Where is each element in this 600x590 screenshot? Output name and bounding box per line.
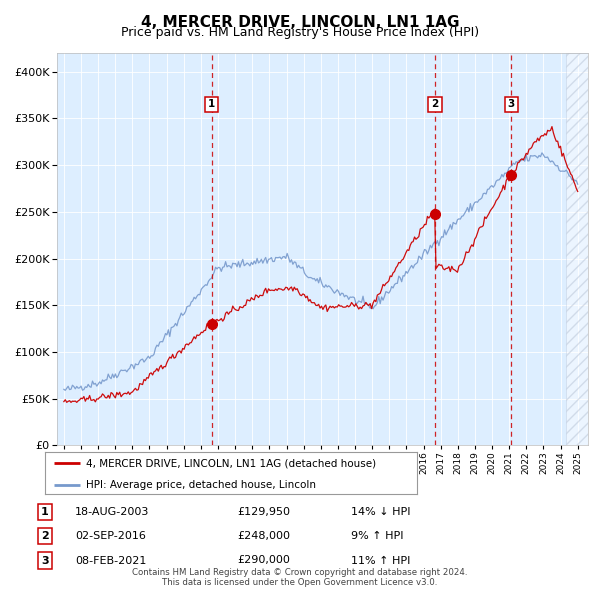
Text: 08-FEB-2021: 08-FEB-2021: [75, 556, 146, 565]
Text: £290,000: £290,000: [237, 556, 290, 565]
Text: HPI: Average price, detached house, Lincoln: HPI: Average price, detached house, Linc…: [86, 480, 316, 490]
Text: 9% ↑ HPI: 9% ↑ HPI: [351, 532, 404, 541]
Text: 14% ↓ HPI: 14% ↓ HPI: [351, 507, 410, 517]
Text: 3: 3: [508, 100, 515, 110]
Text: £248,000: £248,000: [237, 532, 290, 541]
Text: £129,950: £129,950: [237, 507, 290, 517]
Text: 4, MERCER DRIVE, LINCOLN, LN1 1AG: 4, MERCER DRIVE, LINCOLN, LN1 1AG: [141, 15, 459, 30]
Text: 2: 2: [431, 100, 439, 110]
Text: 02-SEP-2016: 02-SEP-2016: [75, 532, 146, 541]
Text: 1: 1: [208, 100, 215, 110]
Text: 18-AUG-2003: 18-AUG-2003: [75, 507, 149, 517]
Text: 4, MERCER DRIVE, LINCOLN, LN1 1AG (detached house): 4, MERCER DRIVE, LINCOLN, LN1 1AG (detac…: [86, 458, 376, 468]
Text: Price paid vs. HM Land Registry's House Price Index (HPI): Price paid vs. HM Land Registry's House …: [121, 26, 479, 39]
Text: Contains HM Land Registry data © Crown copyright and database right 2024.
This d: Contains HM Land Registry data © Crown c…: [132, 568, 468, 587]
Text: 11% ↑ HPI: 11% ↑ HPI: [351, 556, 410, 565]
Text: 1: 1: [41, 507, 49, 517]
Text: 2: 2: [41, 532, 49, 541]
Text: 3: 3: [41, 556, 49, 565]
Bar: [566, 53, 595, 445]
